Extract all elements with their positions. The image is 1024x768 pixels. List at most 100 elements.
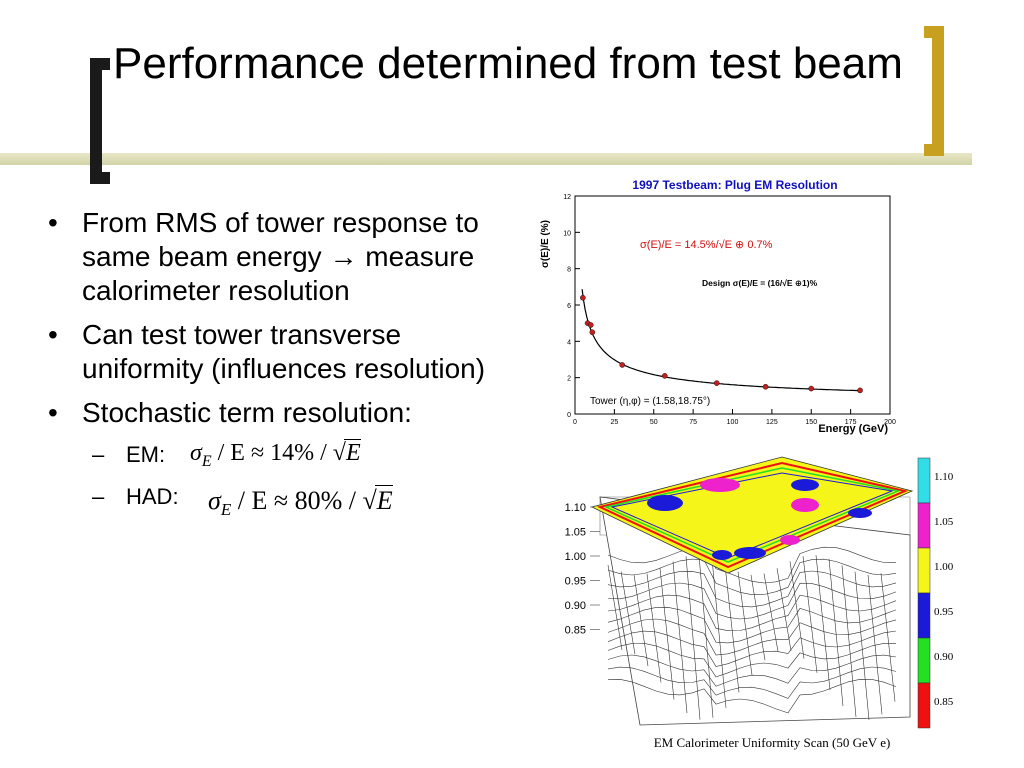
tower-label: Tower (η,φ) = (1.58,18.75°) — [590, 396, 710, 407]
y-tick-label: 8 — [567, 267, 571, 274]
legend-label: 1.10 — [934, 471, 954, 483]
mesh-line — [763, 573, 779, 652]
y-tick-label: 12 — [563, 194, 571, 201]
mesh-line — [607, 618, 897, 656]
sub-label: HAD: — [126, 484, 179, 509]
legend-swatch — [917, 457, 931, 504]
bullet-dot: • — [48, 397, 58, 428]
em-resolution-formula: σE / E ≈ 14% / √E — [190, 439, 361, 470]
mesh-line — [607, 666, 897, 699]
bullet-text: Can test tower transverse uniformity (in… — [82, 319, 486, 384]
y-tick-label: 10 — [563, 230, 571, 237]
legend-swatch — [917, 502, 931, 549]
mesh-surface — [607, 546, 897, 720]
legend-swatch — [917, 547, 931, 594]
data-point — [762, 383, 769, 390]
mesh-line — [750, 574, 766, 661]
legend-label: 0.90 — [934, 651, 954, 663]
legend-label: 0.85 — [934, 696, 954, 708]
fit-label: σ(E)/E = 14.5%/√E ⊕ 0.7% — [640, 239, 773, 251]
y-tick-label: 4 — [567, 339, 571, 346]
data-point — [589, 329, 596, 336]
z-tick-label: 0.90 — [565, 600, 586, 612]
z-tick-label: 1.05 — [565, 527, 586, 539]
mesh-line — [607, 594, 897, 632]
data-point — [587, 322, 594, 328]
z-tick-label: 0.85 — [565, 625, 586, 637]
mesh-line — [607, 558, 897, 596]
mesh-line — [607, 582, 897, 620]
blue-region — [848, 508, 872, 518]
legend-label: 0.95 — [934, 606, 954, 618]
mesh-line — [607, 678, 897, 714]
sub-item-em: – EM: σE / E ≈ 14% / √E — [40, 439, 500, 482]
magenta-region — [780, 535, 800, 545]
sub-dash: – — [92, 484, 105, 509]
bullet-item: • Stochastic term resolution: — [40, 396, 500, 430]
z-axis: 1.10 1.05 1.00 0.95 0.90 0.85 — [565, 502, 600, 637]
data-point — [580, 294, 586, 301]
x-tick-label: 75 — [689, 419, 697, 426]
bullet-item: • Can test tower transverse uniformity (… — [40, 318, 500, 386]
mesh-line — [815, 555, 831, 691]
legend-label: 1.00 — [934, 561, 954, 573]
mesh-line — [880, 573, 896, 702]
data-point — [619, 362, 626, 368]
mesh-line — [607, 630, 897, 667]
mesh-line — [776, 568, 792, 651]
sub-dash: – — [92, 442, 105, 467]
legend-swatch — [917, 682, 931, 729]
y-tick-label: 6 — [567, 303, 571, 310]
mesh-line — [607, 642, 897, 678]
legend-swatch — [917, 637, 931, 684]
x-tick-label: 200 — [884, 419, 896, 426]
blue-region — [734, 547, 766, 559]
mesh-line — [841, 565, 857, 717]
magenta-region — [700, 478, 740, 492]
sub-item-had: – HAD: σE / E ≈ 80% / √E — [40, 482, 500, 524]
design-label: Design σ(E)/E = (16/√E ⊕1)% — [702, 278, 818, 288]
mesh-line — [659, 568, 675, 700]
plot-caption: EM Calorimeter Uniformity Scan (50 GeV e… — [654, 735, 891, 750]
bullet-dot: • — [48, 319, 58, 350]
mesh-line — [724, 565, 740, 693]
legend-swatch — [917, 592, 931, 639]
magenta-region — [791, 498, 819, 512]
y-tick-label: 0 — [567, 412, 571, 419]
mesh-line — [607, 546, 897, 584]
mesh-line — [685, 556, 701, 720]
blue-region — [647, 495, 683, 511]
plot-frame — [574, 195, 891, 415]
uniformity-scan-plot: 1.10 1.05 1.00 0.95 0.90 0.85 1.10 1.05 1.00 0.9… — [565, 456, 954, 750]
x-tick-label: 125 — [766, 419, 778, 426]
z-tick-label: 1.10 — [565, 502, 586, 514]
left-bracket-decoration — [90, 58, 110, 184]
fit-curve — [581, 289, 861, 392]
x-tick-label: 100 — [727, 419, 739, 426]
chart-title: 1997 Testbeam: Plug EM Resolution — [632, 178, 837, 192]
top-surface — [590, 456, 914, 574]
mesh-line — [607, 606, 897, 644]
bullet-item: • From RMS of tower response to same bea… — [40, 206, 500, 308]
mesh-line — [867, 574, 883, 715]
data-point — [661, 373, 668, 379]
data-point — [713, 380, 720, 386]
mesh-line — [828, 558, 844, 707]
y-axis-label: σ(E)/E (%) — [540, 220, 551, 268]
mesh-line — [802, 556, 818, 673]
resolution-chart: 1997 Testbeam: Plug EM Resolution σ(E)/E… — [540, 178, 896, 435]
legend-label: 1.05 — [934, 516, 954, 528]
blue-region — [791, 479, 819, 491]
x-axis-label: Energy (GeV) — [818, 423, 888, 435]
data-point — [857, 387, 863, 394]
mesh-line — [737, 571, 753, 676]
title-underline-bar — [0, 153, 972, 165]
mesh-line — [607, 564, 623, 651]
mesh-line — [646, 573, 662, 683]
mesh-line — [607, 570, 897, 608]
mesh-line — [789, 561, 805, 659]
data-point — [808, 385, 815, 392]
mesh-line — [854, 571, 870, 720]
mesh-line — [620, 571, 636, 655]
x-tick-label: 25 — [610, 419, 618, 426]
